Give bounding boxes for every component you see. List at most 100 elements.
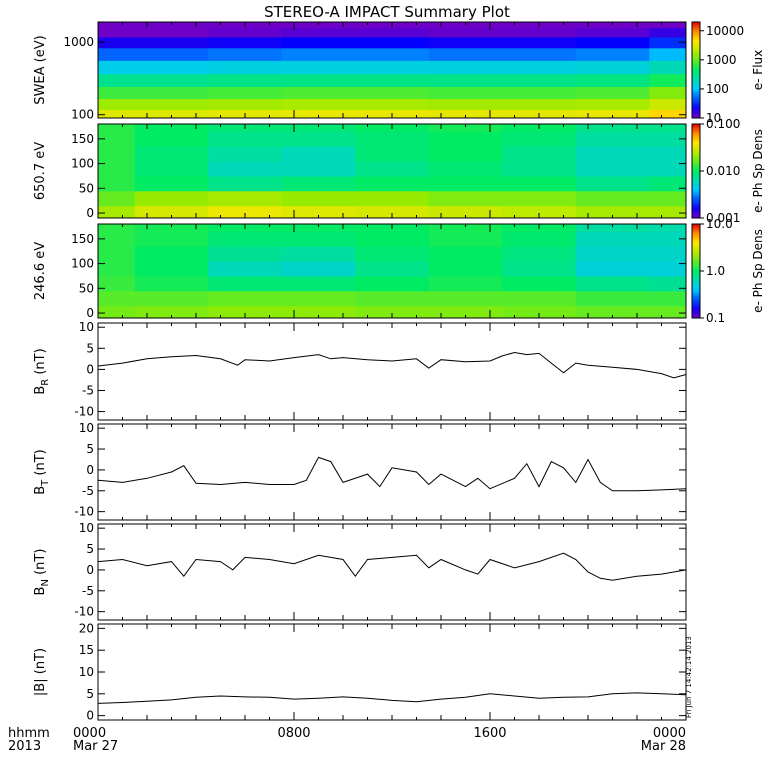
heatmap-cell bbox=[208, 305, 283, 319]
heatmap-cell bbox=[575, 131, 650, 147]
figure-title: STEREO-A IMPACT Summary Plot bbox=[264, 3, 510, 21]
heatmap-cell bbox=[649, 36, 687, 49]
panel-bmag: 0 5 10 15 20 |B| (nT) bbox=[33, 621, 687, 723]
y-tick-label: 50 bbox=[79, 281, 94, 295]
heatmap-cell bbox=[98, 131, 136, 147]
heatmap-cell bbox=[98, 175, 136, 192]
heatmap-cell bbox=[281, 224, 356, 232]
heatmap-cell bbox=[134, 205, 209, 219]
heatmap-cell bbox=[98, 290, 136, 307]
panel-br: -10 -5 0 5 10 BR (nT) bbox=[33, 320, 687, 421]
heatmap-cell bbox=[428, 47, 503, 61]
heatmap-cell bbox=[502, 275, 577, 292]
heatmap-cell bbox=[428, 86, 503, 99]
panel-bn: -10 -5 0 5 10 BN (nT) bbox=[33, 521, 687, 621]
y-tick-label: 150 bbox=[71, 132, 94, 146]
heatmap-cell bbox=[575, 47, 650, 61]
heatmap-cell bbox=[98, 47, 136, 61]
heatmap-cell bbox=[502, 146, 577, 162]
colorbar-tick-label: 10000 bbox=[706, 24, 744, 38]
heatmap-cell bbox=[134, 98, 209, 110]
colorbar-label: e- Flux bbox=[751, 50, 765, 90]
heatmap-cell bbox=[649, 275, 687, 292]
y-tick-label: -10 bbox=[74, 605, 94, 619]
heatmap-cell bbox=[355, 27, 430, 38]
heatmap-cell bbox=[355, 305, 430, 319]
heatmap-cell bbox=[281, 175, 356, 192]
heatmap-cell bbox=[355, 131, 430, 147]
y-axis-label: 246.6 eV bbox=[33, 242, 48, 300]
heatmap-cell bbox=[428, 36, 503, 49]
colorbar-label: e- Ph Sp Dens bbox=[751, 229, 765, 313]
heatmap-cell bbox=[98, 22, 136, 29]
heatmap-cell bbox=[134, 190, 209, 207]
heatmap-cell bbox=[649, 175, 687, 192]
heatmap-cell bbox=[355, 275, 430, 292]
heatmap-cell bbox=[134, 305, 209, 319]
heatmap-cell bbox=[208, 86, 283, 99]
heatmap-cell bbox=[649, 224, 687, 232]
heatmap-cell bbox=[98, 190, 136, 207]
heatmap-cell bbox=[575, 146, 650, 162]
heatmap-cell bbox=[281, 261, 356, 277]
heatmap-cell bbox=[98, 275, 136, 292]
heatmap-cell bbox=[134, 73, 209, 87]
heatmap-cell bbox=[355, 231, 430, 247]
heatmap-cell bbox=[502, 205, 577, 219]
heatmap-cell bbox=[134, 161, 209, 177]
heatmap-cell bbox=[428, 109, 503, 119]
heatmap-cell bbox=[428, 131, 503, 147]
heatmap-cell bbox=[134, 27, 209, 38]
heatmap-cell bbox=[98, 205, 136, 219]
heatmap-cell bbox=[281, 47, 356, 61]
y-tick-label: 10 bbox=[79, 320, 94, 334]
heatmap-cell bbox=[502, 290, 577, 307]
y-axis-label: BN (nT) bbox=[33, 549, 51, 596]
panel-pad_low: 0.1 1.0 10.0 e- Ph Sp Dens 0 50 100 150 246.6 eV bbox=[33, 217, 765, 325]
heatmap-cell bbox=[575, 36, 650, 49]
x-tick-label: 1600 bbox=[473, 726, 506, 741]
heatmap-cell bbox=[502, 98, 577, 110]
heatmap-cell bbox=[649, 131, 687, 147]
heatmap-cell bbox=[575, 73, 650, 87]
heatmap-cell bbox=[208, 131, 283, 147]
heatmap-cell bbox=[428, 161, 503, 177]
x-date-label: Mar 27 bbox=[73, 739, 118, 754]
heatmap-cell bbox=[649, 146, 687, 162]
heatmap-cell bbox=[502, 86, 577, 99]
heatmap-cell bbox=[208, 98, 283, 110]
heatmap-cell bbox=[502, 60, 577, 75]
heatmap-cell bbox=[281, 146, 356, 162]
heatmap-cell bbox=[428, 231, 503, 247]
heatmap-cell bbox=[355, 86, 430, 99]
y-tick-label: 15 bbox=[79, 643, 94, 657]
heatmap-cell bbox=[208, 205, 283, 219]
heatmap-cell bbox=[355, 175, 430, 192]
y-tick-label: 0 bbox=[86, 206, 94, 220]
heatmap-cell bbox=[575, 175, 650, 192]
heatmap-cell bbox=[134, 36, 209, 49]
heatmap-cell bbox=[134, 124, 209, 132]
series-line-bn bbox=[97, 552, 687, 581]
heatmap-cell bbox=[355, 261, 430, 277]
x-tick-label: 0000 bbox=[653, 726, 686, 741]
heatmap-cell bbox=[428, 60, 503, 75]
heatmap-cell bbox=[575, 190, 650, 207]
y-tick-label: 50 bbox=[79, 181, 94, 195]
heatmap-cell bbox=[281, 231, 356, 247]
colorbar-swea bbox=[691, 21, 701, 119]
heatmap-cell bbox=[98, 60, 136, 75]
heatmap-cell bbox=[428, 246, 503, 262]
heatmap-cell bbox=[281, 60, 356, 75]
heatmap-cell bbox=[208, 161, 283, 177]
heatmap-cell bbox=[428, 175, 503, 192]
y-tick-label: -5 bbox=[82, 584, 94, 598]
heatmap-cell bbox=[208, 47, 283, 61]
heatmap-cell bbox=[98, 109, 136, 119]
heatmap-cell bbox=[575, 290, 650, 307]
colorbar-tick-label: 1.0 bbox=[706, 264, 725, 278]
heatmap-cell bbox=[575, 161, 650, 177]
heatmap-cell bbox=[502, 47, 577, 61]
heatmap-cell bbox=[575, 205, 650, 219]
